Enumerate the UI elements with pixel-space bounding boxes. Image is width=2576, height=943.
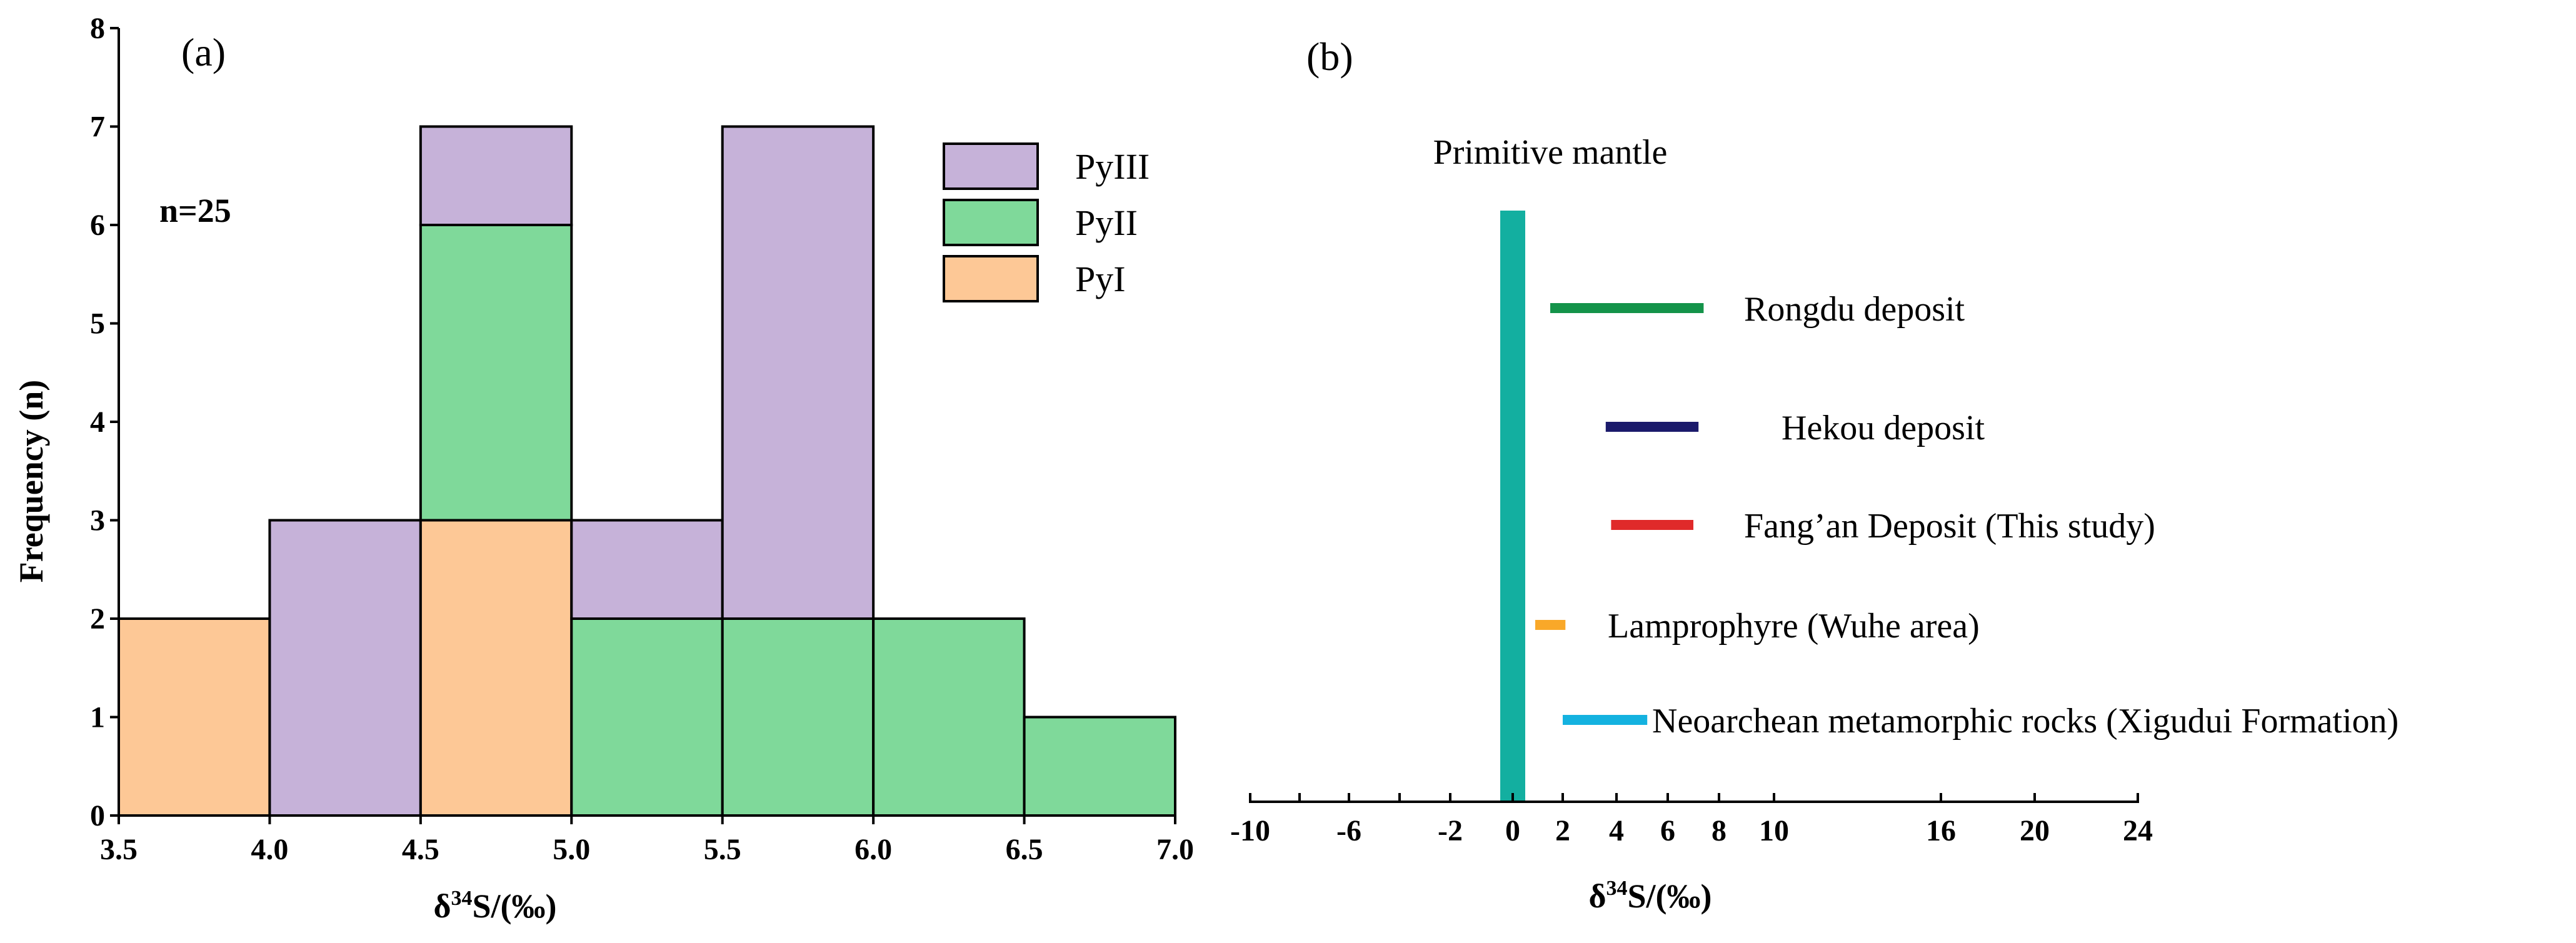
y-tick-label: 4 — [90, 406, 105, 439]
legend-label-pyi: PyI — [1075, 259, 1126, 299]
x-tick-label-b: 6 — [1660, 814, 1675, 847]
x-tick-label-b: 0 — [1505, 814, 1520, 847]
x-tick-label-b: 20 — [2020, 814, 2050, 847]
y-tick-label: 3 — [90, 504, 105, 537]
x-tick-label: 6.5 — [1006, 833, 1043, 866]
range-label-0: Rongdu deposit — [1744, 290, 1965, 329]
range-bars: Rongdu deposit Hekou deposit Fang’an Depos… — [1535, 290, 2398, 741]
legend-label-pyii: PyII — [1075, 202, 1138, 243]
x-axis-title-b-suffix: S/(‰) — [1628, 877, 1712, 915]
bar-pyii-bin-4 — [721, 617, 875, 817]
histogram-bars — [118, 125, 1176, 817]
range-label-1: Hekou deposit — [1782, 409, 1985, 447]
x-axis-title-a-superscript: 34 — [451, 887, 473, 910]
y-tick-label: 0 — [90, 799, 105, 832]
x-tick-label-b: 10 — [1759, 814, 1789, 847]
bar-pyii-bin-5 — [872, 617, 1026, 817]
panel-b-range-plot: (b) Primitive mantle Rongdu deposit Hekou… — [1230, 34, 2398, 915]
x-tick-label: 4.0 — [251, 833, 288, 866]
panel-a-label: (a) — [181, 30, 226, 74]
bar-pyi-bin-2 — [419, 519, 573, 817]
y-tick-label: 1 — [90, 701, 105, 734]
x-axis-title-a-prefix: δ — [433, 887, 451, 925]
y-tick-label: 5 — [90, 307, 105, 341]
x-tick-label: 3.5 — [100, 833, 138, 866]
x-tick-label-b: 16 — [1926, 814, 1956, 847]
bar-pyii-bin-6 — [1023, 716, 1176, 817]
y-tick-label: 7 — [90, 111, 105, 144]
primitive-mantle-bar — [1500, 211, 1525, 802]
legend-swatch-pyi — [943, 255, 1039, 302]
range-label-3: Lamprophyre (Wuhe area) — [1608, 607, 1980, 646]
x-axis-title-b-superscript: 34 — [1606, 877, 1628, 900]
x-tick-label-b: -6 — [1336, 814, 1361, 847]
legend: PyIII PyII PyI — [943, 142, 1150, 302]
x-axis-title-b-prefix: δ — [1588, 877, 1606, 915]
panel-a-axes: 0 1 2 3 4 5 6 7 8 3.5 4.0 4.5 5.0 5.5 6.0 6.5 7.0 — [90, 12, 1194, 866]
bar-pyi-bin-0 — [118, 617, 271, 817]
x-tick-label: 5.5 — [704, 833, 741, 866]
primitive-mantle-label: Primitive mantle — [1433, 133, 1668, 172]
x-tick-label-b: 24 — [2123, 814, 2153, 847]
bar-pyii-bin-2 — [419, 224, 573, 522]
bar-pyiii-bin-3 — [570, 519, 724, 620]
x-axis-title-a: δ34S/(‰) — [433, 887, 556, 925]
x-tick-label-b: -10 — [1230, 814, 1270, 847]
panel-b-label: (b) — [1306, 34, 1353, 79]
bar-pyiii-bin-2 — [419, 125, 573, 226]
x-tick-label-b: 4 — [1609, 814, 1624, 847]
x-tick-label: 6.0 — [854, 833, 892, 866]
y-axis-title: Frequency (n) — [13, 380, 50, 582]
range-label-2: Fang’an Deposit (This study) — [1744, 507, 2155, 546]
x-tick-label-b: 8 — [1711, 814, 1727, 847]
sample-count-annotation: n=25 — [159, 192, 231, 229]
y-tick-label: 8 — [90, 12, 105, 45]
x-tick-label: 5.0 — [553, 833, 590, 866]
legend-swatch-pyii — [943, 199, 1039, 246]
x-tick-label: 4.5 — [402, 833, 439, 866]
y-tick-label: 2 — [90, 602, 105, 636]
x-axis-title-a-suffix: S/(‰) — [473, 887, 557, 925]
bar-pyiii-bin-4 — [721, 125, 875, 620]
x-tick-label-b: -2 — [1438, 814, 1463, 847]
y-tick-label: 6 — [90, 209, 105, 242]
x-tick-label-b: 2 — [1555, 814, 1570, 847]
panel-b-axis: -10 -6 -2 0 2 4 6 8 10 16 20 24 — [1230, 793, 2153, 847]
legend-swatch-pyiii — [943, 142, 1039, 190]
x-tick-label: 7.0 — [1156, 833, 1194, 866]
bar-pyii-bin-3 — [570, 617, 724, 817]
bar-pyiii-bin-1 — [268, 519, 422, 817]
range-label-4: Neoarchean metamorphic rocks (Xigudui Fo… — [1652, 702, 2398, 741]
x-axis-title-b: δ34S/(‰) — [1588, 877, 1711, 915]
legend-label-pyiii: PyIII — [1075, 146, 1150, 187]
